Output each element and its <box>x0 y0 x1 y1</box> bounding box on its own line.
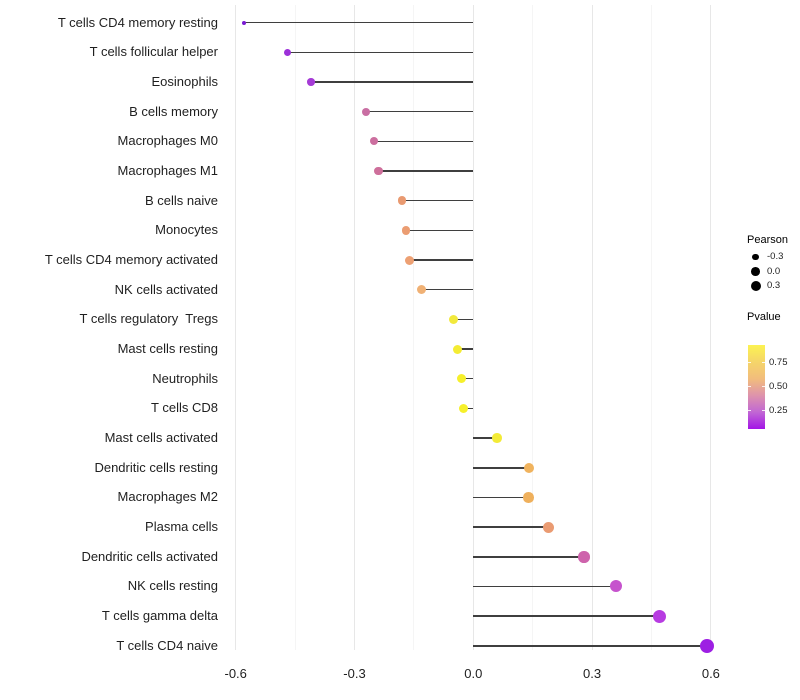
y-axis-label: T cells gamma delta <box>101 608 218 624</box>
y-axis-label: T cells follicular helper <box>89 44 218 60</box>
pearson-legend-label: 0.3 <box>767 280 781 291</box>
x-axis-tick-label: 0.3 <box>583 666 602 681</box>
minor-gridline <box>413 5 415 650</box>
y-axis-label: NK cells activated <box>114 281 218 297</box>
pvalue-colorbar <box>748 345 765 429</box>
y-axis-label: B cells naive <box>145 192 218 208</box>
lollipop-stem <box>405 229 474 232</box>
y-axis-label: Macrophages M1 <box>117 163 218 179</box>
lollipop-stem <box>473 585 616 588</box>
minor-gridline <box>294 5 296 650</box>
y-axis-label: Plasma cells <box>145 519 218 535</box>
lollipop-stem <box>366 110 474 113</box>
lollipop-dot <box>449 314 458 324</box>
lollipop-stem <box>421 288 474 291</box>
lollipop-stem <box>473 615 660 617</box>
lollipop-stem <box>374 140 474 143</box>
x-axis-tick-label: 0.0 <box>464 666 483 681</box>
lollipop-stem <box>473 556 585 558</box>
lollipop-dot <box>362 107 371 116</box>
y-axis-label: T cells CD8 <box>151 400 218 416</box>
major-gridline <box>591 5 593 650</box>
pearson-legend-dot <box>750 281 761 291</box>
lollipop-dot <box>456 373 467 384</box>
minor-gridline <box>651 5 652 650</box>
lollipop-dot <box>609 580 622 593</box>
minor-gridline <box>532 5 534 650</box>
lollipop-stem <box>287 51 474 54</box>
pearson-legend-label: 0.0 <box>767 265 781 277</box>
pvalue-colorbar-label: 0.50 <box>769 380 788 392</box>
pearson-legend-dot <box>751 267 760 276</box>
lollipop-dot <box>307 78 315 86</box>
pvalue-colorbar-tick <box>762 385 765 387</box>
x-axis-tick-label: 0.6 <box>701 666 720 681</box>
y-axis-label: Eosinophils <box>151 74 219 90</box>
major-gridline <box>235 5 237 650</box>
lollipop-stem <box>473 496 529 499</box>
lollipop-stem <box>473 526 549 528</box>
lollipop-dot <box>492 433 502 443</box>
y-axis-label: Monocytes <box>155 222 218 238</box>
lollipop-dot <box>370 137 379 146</box>
y-axis-label: Dendritic cells activated <box>81 548 218 564</box>
y-axis-label: Mast cells resting <box>117 341 218 357</box>
lollipop-stem <box>473 437 498 439</box>
lollipop-dot <box>241 20 246 25</box>
pearson-legend-title: Pearson <box>747 234 788 246</box>
lollipop-dot <box>652 609 666 623</box>
pvalue-colorbar-tick <box>762 361 765 363</box>
y-axis-label: T cells CD4 naive <box>116 637 218 653</box>
major-gridline <box>710 5 712 650</box>
lollipop-stem <box>409 259 474 261</box>
lollipop-dot <box>458 403 469 414</box>
y-axis-label: Neutrophils <box>152 370 218 386</box>
pvalue-colorbar-tick <box>748 409 751 411</box>
lollipop-dot <box>452 344 462 354</box>
lollipop-dot <box>401 226 411 235</box>
lollipop-stem <box>473 645 707 647</box>
x-axis-tick-label: -0.3 <box>343 666 366 681</box>
lollipop-dot <box>405 255 415 265</box>
pvalue-colorbar-label: 0.25 <box>769 404 788 416</box>
lollipop-dot <box>523 462 534 473</box>
lollipop-dot <box>283 48 291 56</box>
lollipop-dot <box>397 196 407 205</box>
y-axis-label: Dendritic cells resting <box>94 459 218 475</box>
y-axis-label: Macrophages M0 <box>117 133 218 149</box>
lollipop-dot <box>699 638 714 653</box>
y-axis-label: Mast cells activated <box>104 430 218 446</box>
lollipop-dot <box>417 285 427 295</box>
y-axis-label: Macrophages M2 <box>117 489 218 505</box>
lollipop-stem <box>461 377 474 380</box>
lollipop-stem <box>473 467 529 469</box>
y-axis-label: B cells memory <box>129 103 218 119</box>
major-gridline <box>472 5 474 650</box>
pvalue-legend-title: Pvalue <box>747 311 781 323</box>
major-gridline <box>354 5 355 650</box>
x-axis-tick-label: -0.6 <box>224 666 247 681</box>
lollipop-stem <box>243 21 474 24</box>
lollipop-dot <box>543 521 555 533</box>
lollipop-stem <box>453 318 474 321</box>
pearson-legend-label: -0.3 <box>767 251 784 262</box>
pearson-legend-dot <box>752 253 759 261</box>
y-axis-label: T cells CD4 memory resting <box>57 14 218 30</box>
lollipop-dot <box>578 551 590 563</box>
y-axis-label: T cells regulatory Tregs <box>79 311 218 327</box>
lollipop-dot <box>374 166 383 176</box>
lollipop-dot <box>523 492 534 503</box>
lollipop-stem <box>463 407 474 410</box>
lollipop-stem <box>457 348 474 350</box>
lollipop-stem <box>310 81 474 83</box>
lollipop-stem <box>402 199 474 202</box>
pvalue-colorbar-tick <box>748 385 751 387</box>
y-axis-label: NK cells resting <box>127 578 218 594</box>
y-axis-label: T cells CD4 memory activated <box>44 252 218 268</box>
pvalue-colorbar-tick <box>748 361 751 363</box>
lollipop-stem <box>378 170 474 172</box>
pvalue-colorbar-label: 0.75 <box>769 356 788 368</box>
pvalue-colorbar-tick <box>762 409 765 411</box>
